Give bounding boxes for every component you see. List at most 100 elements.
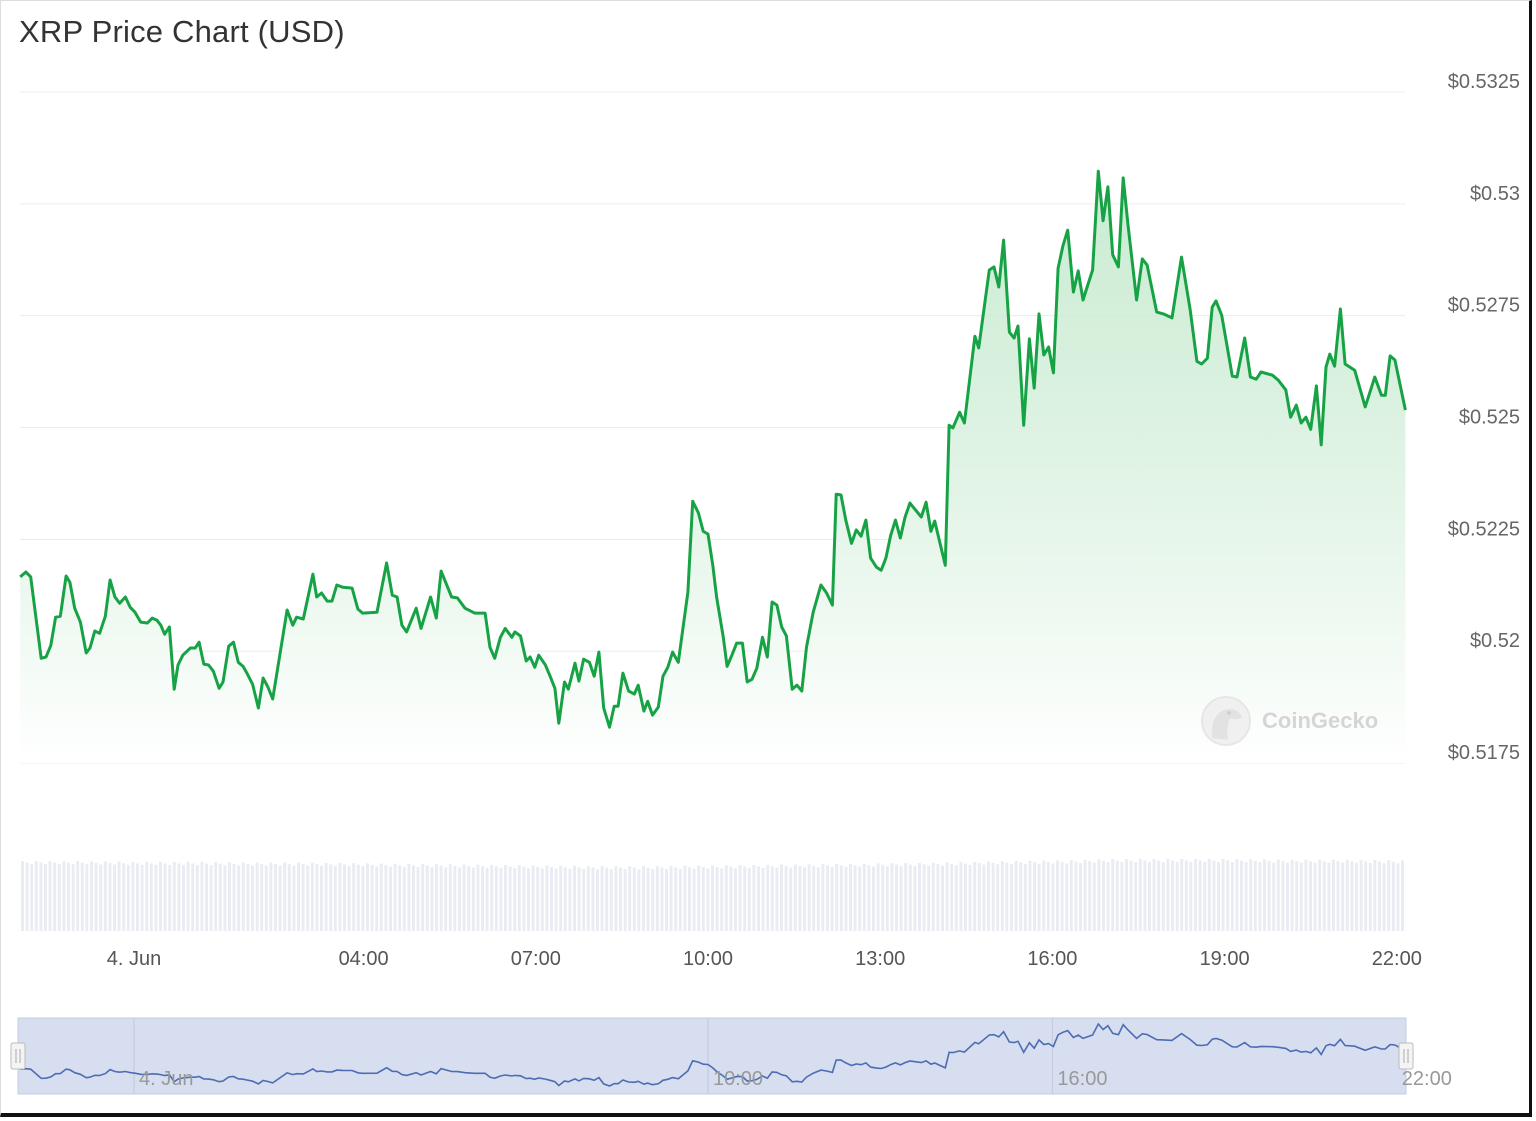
volume-bar [1194,859,1197,931]
volume-bar [131,861,135,931]
volume-bar [1120,862,1124,931]
volume-bar [619,867,622,931]
y-tick-label: $0.52 [1470,630,1520,652]
volume-bar [918,862,921,931]
volume-bar [807,864,811,931]
volume-bar [163,863,167,931]
navigator-selection[interactable] [17,1017,1407,1095]
volume-bar [310,862,314,931]
navigator-right-handle[interactable] [1398,1042,1414,1070]
volume-bar [1244,862,1248,931]
price-line[interactable] [19,169,1407,729]
volume-bar [674,867,678,931]
volume-bar [1364,861,1368,931]
volume-bar [57,864,61,931]
volume-bar [784,866,788,931]
volume-bar [389,866,392,931]
volume-bar [490,864,494,931]
volume-bar [287,864,291,931]
volume-bar [665,869,668,931]
volume-bar [39,862,43,931]
volume-bar [720,868,724,931]
volume-bar [347,866,351,931]
volume-bar [540,868,544,931]
volume-bar [453,865,457,931]
volume-bar [264,865,268,931]
volume-bar [1350,861,1354,931]
volume-bar [301,864,305,931]
volume-bar [573,865,576,931]
volume-bar [816,867,820,931]
volume-bar [766,864,770,931]
volume-bar [517,865,521,931]
volume-bar [117,861,121,931]
volume-bar [338,862,342,931]
volume-bar [1138,859,1142,931]
volume-bar [1276,859,1280,931]
gecko-logo-icon [1201,696,1251,746]
x-tick-label: 19:00 [1200,948,1250,970]
y-tick-label: $0.5175 [1448,742,1520,764]
volume-bar [724,865,728,931]
volume-bar [839,865,843,931]
volume-bar [218,863,222,931]
volume-bar [439,865,443,931]
volume-bar [1125,859,1128,931]
volume-bar [44,864,47,931]
volume-bar [1069,860,1073,931]
volume-bar [715,866,719,931]
navigator[interactable]: 4. Jun 10:00 16:00 22:00 [10,1017,1452,1095]
volume-bar [623,869,627,931]
volume-bar [1051,863,1055,931]
volume-bar [844,866,848,931]
volume-bar [260,864,264,931]
volume-bar [1102,860,1105,931]
volume-bar [904,863,908,931]
volume-bar [67,862,70,931]
volume-bar [527,868,530,931]
volume-bar [136,863,139,931]
volume-bar [1322,861,1326,931]
volume-bar [274,864,277,931]
volume-bar [968,864,972,931]
volume-bar [550,867,553,931]
volume-bar [416,866,420,931]
volume-bar [927,865,931,931]
volume-bar [660,867,664,931]
volume-bar [508,866,512,931]
volume-bar [504,865,507,931]
volume-bar [1235,859,1239,931]
volume-bar [586,866,590,931]
volume-bar [366,863,369,931]
volume-bar [444,867,448,931]
volume-bar [103,861,107,931]
volume-bar [251,865,254,931]
y-axis-labels: $0.5325 $0.53 $0.5275 $0.525 $0.5225 $0.52 $0.… [1448,71,1520,764]
volume-bar [876,863,880,931]
volume-bar [80,862,84,931]
volume-bar [200,861,204,931]
volume-bar [1281,861,1285,931]
coingecko-watermark: CoinGecko [1201,696,1378,746]
price-area-fill [20,171,1406,763]
volume-bar [678,868,682,931]
volume-bar [655,866,659,931]
volume-bar [1014,860,1018,931]
volume-bar [1023,863,1027,931]
volume-bar [1203,862,1207,931]
volume-bar [1345,859,1349,931]
volume-bar [223,865,227,931]
volume-bar [476,864,480,931]
navigator-left-handle[interactable] [10,1042,26,1070]
volume-bar [853,865,857,931]
x-tick-label: 10:00 [683,948,733,970]
volume-bar [255,862,259,931]
volume-bar [775,867,779,931]
volume-bar [734,868,737,931]
volume-bar [1148,862,1151,931]
volume-bar [25,862,29,931]
volume-bar [1166,859,1170,931]
volume-bar [1097,859,1101,931]
volume-bar [1336,861,1340,931]
